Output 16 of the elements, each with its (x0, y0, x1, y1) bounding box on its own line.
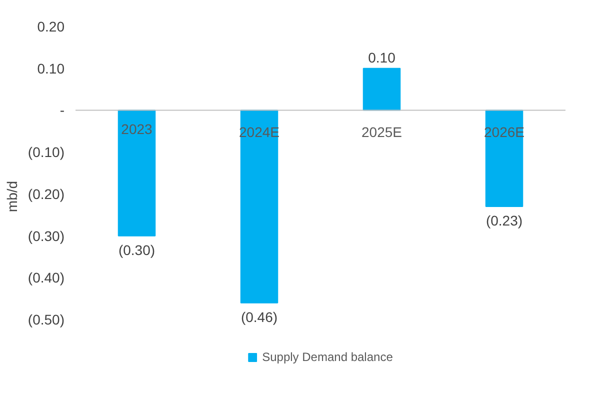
y-tick-label: (0.20) (28, 186, 65, 202)
x-tick-label: 2023 (121, 121, 153, 138)
data-label: (0.23) (486, 212, 523, 229)
y-tick-label: (0.10) (28, 144, 65, 160)
y-tick-label: - (60, 102, 65, 118)
y-tick-label: (0.50) (28, 312, 65, 328)
y-tick-label: (0.30) (28, 228, 65, 244)
data-label: (0.30) (118, 242, 156, 258)
y-axis-title: mb/d (4, 180, 20, 212)
data-label: (0.46) (240, 308, 278, 325)
y-tick-label: 0.20 (37, 18, 65, 34)
data-label: 0.10 (368, 49, 396, 66)
y-tick-label: 0.10 (37, 60, 65, 76)
x-tick-label: 2025E (362, 124, 402, 140)
y-tick-label: (0.40) (28, 270, 65, 286)
legend-label: Supply Demand balance (262, 350, 393, 364)
